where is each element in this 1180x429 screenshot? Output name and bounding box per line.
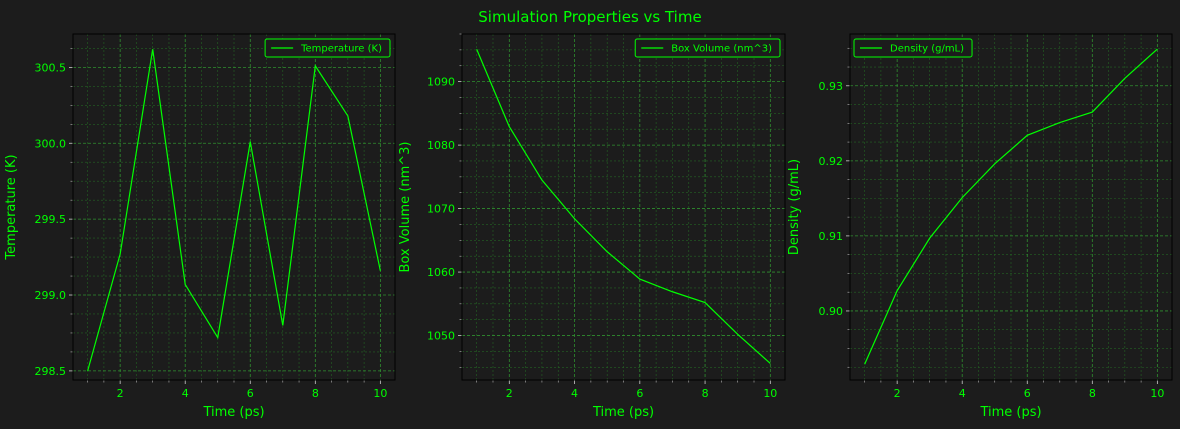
x-axis-label: Time (ps) [202,405,264,420]
chart-panel-3: 2 4 6 8 10 0.90 0.91 0.92 0.93 Time (ps) Density (… [787,33,1173,420]
x-tick-label: 8 [702,387,709,400]
y-tick-label: 0.93 [819,80,844,93]
y-tick-label: 0.91 [819,230,844,243]
x-tick-label: 6 [1024,387,1031,400]
legend-label: Box Volume (nm^3) [671,44,772,55]
legend: Box Volume (nm^3) [634,38,781,58]
x-tick-label: 10 [1150,387,1164,400]
x-tick-label: 2 [117,387,124,400]
legend: Temperature (K) [264,38,391,58]
y-axis-label: Box Volume (nm^3) [398,142,413,273]
x-tick-label: 2 [894,387,901,400]
y-tick-label: 1090 [427,76,455,89]
x-tick-label: 4 [571,387,578,400]
x-tick-label: 6 [636,387,643,400]
x-axis-label: Time (ps) [979,405,1041,420]
x-tick-label: 6 [247,387,254,400]
x-tick-label: 8 [312,387,319,400]
legend-box [634,38,781,58]
y-tick-label: 300.5 [35,61,67,74]
axes-frame [461,33,786,381]
figure-title: Simulation Properties vs Time [478,8,701,26]
x-tick-label: 10 [763,387,777,400]
y-axis-label: Temperature (K) [4,154,19,260]
x-tick-label: 4 [182,387,189,400]
x-tick-label: 10 [373,387,387,400]
y-tick-label: 1050 [427,330,455,343]
axes-frame [72,33,396,381]
y-tick-label: 1070 [427,203,455,216]
y-tick-label: 1060 [427,266,455,279]
axes-frame [849,33,1173,381]
y-tick-label: 298.5 [35,365,67,378]
series-line [864,48,1158,365]
x-tick-label: 2 [506,387,513,400]
series-line [87,49,381,372]
legend-box [853,38,973,58]
y-tick-label: 0.90 [819,305,844,318]
y-axis-label: Density (g/mL) [787,159,802,255]
legend-label: Temperature (K) [300,44,382,55]
legend-label: Density (g/mL) [890,44,964,55]
chart-panel-2: 2 4 6 8 10 1050 1060 1070 1080 1090 Time (ps) Box V… [398,33,786,420]
x-axis-label: Time (ps) [592,405,654,420]
legend: Density (g/mL) [853,38,973,58]
y-tick-label: 300.0 [35,137,67,150]
y-tick-label: 0.92 [819,155,844,168]
y-tick-label: 1080 [427,139,455,152]
series-line [476,49,771,364]
y-tick-label: 299.5 [35,213,67,226]
chart-panel-1: 2 4 6 8 10 298.5 299.0 299.5 300.0 300.5 Time (ps)… [4,33,396,420]
y-tick-label: 299.0 [35,289,67,302]
x-tick-label: 4 [959,387,966,400]
legend-box [264,38,391,58]
x-tick-label: 8 [1089,387,1096,400]
